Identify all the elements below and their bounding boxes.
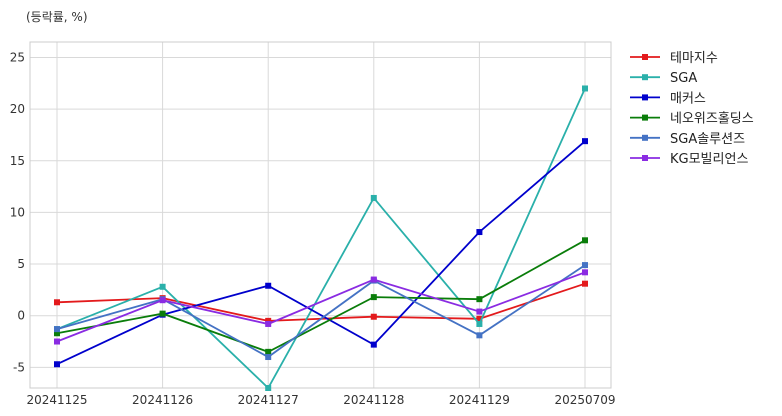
data-point	[265, 282, 272, 289]
series-1	[54, 85, 588, 391]
y-tick-label: 20	[10, 102, 25, 116]
legend-item: SGA	[630, 71, 697, 86]
series-line	[56, 271, 586, 343]
legend-label: SGA솔루션즈	[670, 132, 745, 147]
data-point	[582, 138, 588, 145]
data-point	[265, 317, 272, 324]
data-point	[370, 313, 377, 320]
data-point	[54, 299, 60, 306]
y-tick-label: 5	[17, 257, 25, 271]
data-point	[476, 229, 483, 236]
y-tick-label: -5	[13, 360, 25, 374]
data-point	[265, 320, 272, 327]
data-point	[265, 385, 272, 391]
legend-item: 테마지수	[630, 51, 718, 66]
legend-item: 매커스	[630, 91, 706, 106]
legend-marker	[642, 94, 648, 101]
data-point	[54, 338, 60, 345]
legend-item: KG모빌리언스	[630, 152, 748, 167]
data-point	[265, 354, 272, 361]
legend-marker	[642, 155, 648, 161]
grid	[30, 42, 611, 388]
x-tick-label: 20241128	[343, 393, 404, 407]
data-point	[582, 85, 588, 92]
plot-frame	[29, 41, 612, 389]
data-point	[370, 194, 377, 201]
data-point	[54, 330, 60, 337]
legend-label: SGA	[670, 71, 697, 86]
x-tick-label: 20241127	[238, 393, 299, 407]
data-point	[54, 361, 60, 368]
series-2	[54, 138, 588, 368]
data-point	[159, 310, 166, 317]
series-3	[54, 237, 588, 355]
series-line	[56, 264, 586, 359]
data-point	[476, 315, 483, 322]
legend-item: SGA솔루션즈	[630, 132, 745, 147]
legend-label: 테마지수	[670, 51, 718, 66]
data-point	[476, 332, 483, 339]
data-point	[370, 341, 377, 348]
legend-item: 네오위즈홀딩스	[630, 112, 754, 127]
y-tick-label: 10	[10, 205, 25, 219]
series-5	[54, 269, 588, 345]
legend-label: KG모빌리언스	[670, 152, 748, 167]
series-line	[56, 88, 586, 390]
data-point	[476, 320, 483, 327]
data-point	[476, 308, 483, 315]
data-point	[582, 237, 588, 244]
y-tick-label: 0	[17, 309, 25, 323]
legend-marker	[642, 114, 648, 121]
unit-label: (등락률, %)	[26, 10, 88, 24]
x-tick-label: 20241125	[26, 393, 87, 407]
series-line	[56, 140, 586, 366]
data-point	[370, 276, 377, 283]
data-point	[265, 348, 272, 355]
legend-marker	[642, 74, 648, 81]
data-point	[159, 297, 166, 304]
data-point	[582, 269, 588, 276]
data-point	[54, 326, 60, 333]
series-line	[56, 239, 586, 353]
data-point	[159, 283, 166, 290]
x-tick-label: 20241126	[132, 393, 193, 407]
data-point	[582, 280, 588, 287]
x-tick-label: 20250709	[554, 393, 615, 407]
legend-marker	[642, 134, 648, 141]
series	[54, 85, 588, 391]
legend-marker	[642, 54, 648, 60]
y-tick-label: 15	[10, 154, 25, 168]
x-tick-label: 20241129	[449, 393, 510, 407]
data-point	[476, 296, 483, 303]
legend-label: 네오위즈홀딩스	[670, 112, 754, 127]
data-point	[370, 294, 377, 301]
data-point	[582, 262, 588, 269]
legend-label: 매커스	[670, 91, 706, 106]
axes: -5 0 5 10 15 20 25 20241125 20241126 20241127 2024…	[10, 50, 616, 407]
y-tick-label: 25	[10, 50, 25, 64]
